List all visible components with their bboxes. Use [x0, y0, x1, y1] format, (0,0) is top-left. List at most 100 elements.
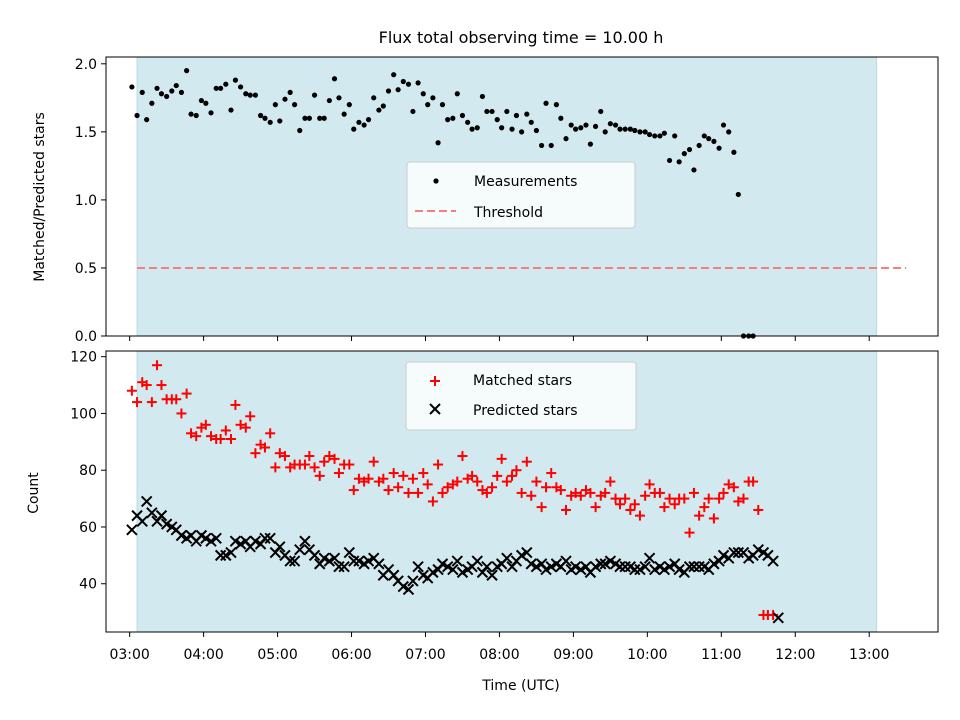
matched-point	[753, 504, 764, 515]
measurement-point	[627, 126, 633, 132]
matched-point	[422, 479, 433, 490]
matched-point	[610, 493, 621, 504]
measurement-point	[149, 100, 155, 106]
x-tick-label: 07:00	[405, 647, 445, 663]
measurement-point	[509, 126, 515, 132]
measurement-point	[341, 111, 347, 117]
measurement-point	[439, 102, 446, 108]
matched-point	[265, 428, 276, 439]
measurement-point	[223, 81, 229, 87]
measurement-point	[306, 115, 312, 121]
matched-point	[640, 490, 651, 501]
measurement-point	[247, 92, 253, 98]
measurement-point	[726, 129, 732, 135]
matched-point	[501, 476, 512, 487]
measurement-point	[681, 151, 687, 157]
matched-point	[694, 510, 705, 521]
matched-point	[378, 473, 389, 484]
predicted-point	[471, 555, 483, 567]
measurement-point	[321, 115, 327, 121]
matched-point	[481, 487, 492, 498]
matched-point	[659, 502, 670, 513]
x-axis: 03:00 04:00 05:00 06:00 07:00 08:00 09:00 10:00…	[109, 632, 889, 663]
matched-point	[309, 462, 320, 473]
matched-point	[590, 502, 601, 513]
matched-point	[511, 465, 522, 476]
matched-point	[496, 453, 507, 464]
measurement-point	[365, 117, 372, 123]
measurement-point	[701, 133, 707, 139]
matched-point	[324, 451, 335, 462]
matched-point	[176, 408, 187, 419]
predicted-point	[373, 558, 385, 570]
x-tick-label: 06:00	[331, 647, 371, 663]
measurement-point	[563, 136, 569, 142]
matched-point	[634, 510, 645, 521]
matched-point	[156, 380, 167, 391]
measurement-point	[243, 91, 249, 97]
measurement-point	[232, 77, 239, 83]
measurement-point	[425, 102, 431, 108]
measurement-point	[617, 126, 623, 132]
predicted-point	[210, 532, 222, 545]
matched-point	[684, 527, 695, 538]
predicted-point	[639, 561, 651, 573]
matched-point	[206, 431, 217, 442]
matched-point	[181, 388, 192, 399]
predicted-point	[284, 555, 296, 567]
measurement-point	[198, 97, 205, 104]
predicted-point	[595, 558, 607, 570]
matched-point	[413, 487, 424, 498]
measurement-points	[129, 68, 756, 339]
matched-point	[669, 499, 680, 510]
measurement-point	[208, 110, 214, 116]
measurement-point	[706, 136, 712, 142]
matched-point	[718, 487, 729, 498]
matched-point	[403, 487, 414, 498]
matched-point	[664, 493, 675, 504]
measurement-point	[711, 138, 717, 144]
matched-point	[531, 476, 542, 487]
predicted-point	[155, 509, 168, 522]
measurement-point	[356, 119, 362, 125]
matched-point	[215, 433, 226, 444]
matched-point	[585, 487, 596, 498]
y-tick-label: 2.0	[75, 57, 97, 73]
measurement-point	[602, 129, 608, 135]
predicted-point	[299, 535, 311, 547]
measurement-point	[317, 115, 323, 121]
measurement-point	[666, 157, 673, 164]
matched-point	[561, 504, 572, 515]
x-tick-label: 05:00	[257, 647, 297, 663]
measurement-point	[331, 76, 338, 82]
bottom-y-axis: 40 60 80 100 120	[70, 350, 106, 593]
measurement-point	[267, 119, 273, 125]
matched-point	[629, 499, 640, 510]
measurement-point	[676, 159, 682, 165]
measurement-point	[252, 92, 258, 98]
measurement-point	[380, 103, 386, 109]
matched-point	[467, 470, 478, 481]
matched-point	[393, 482, 404, 493]
measurement-point	[139, 89, 145, 95]
legend-threshold-label: Threshold	[473, 205, 543, 221]
measurement-point	[129, 84, 135, 90]
measurement-point	[430, 95, 436, 101]
measurement-point	[287, 89, 293, 95]
measurement-point	[415, 80, 421, 86]
measurement-point	[592, 123, 599, 130]
measurement-point	[291, 102, 298, 108]
predicted-point	[614, 561, 626, 573]
matched-point	[492, 470, 503, 481]
measurement-point	[450, 115, 456, 121]
matched-point	[329, 453, 340, 464]
matched-point	[383, 485, 394, 496]
matched-point	[487, 482, 498, 493]
matched-point	[728, 482, 739, 493]
matched-point	[146, 397, 157, 408]
x-tick-label: 08:00	[479, 647, 519, 663]
matched-point	[699, 502, 710, 513]
matched-point	[348, 485, 359, 496]
matched-point	[703, 493, 714, 504]
